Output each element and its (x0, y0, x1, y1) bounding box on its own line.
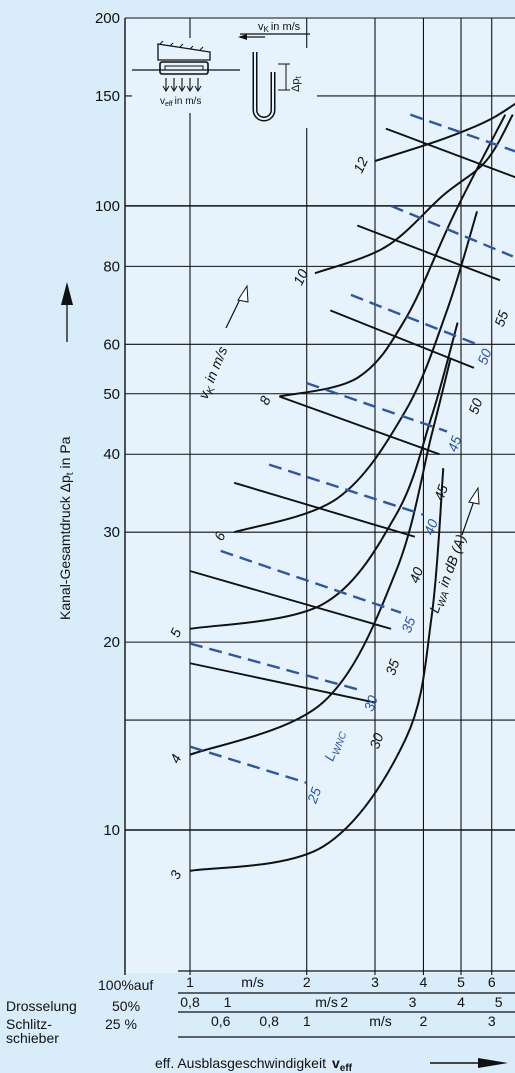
inset-vk-label: vK in m/s (258, 21, 301, 34)
vk-curve-5 (189, 322, 459, 630)
lwa-label-50: 50 (465, 396, 485, 416)
lwnc-label-35: 35 (398, 615, 418, 635)
lwnc-label-40: 40 (421, 517, 441, 537)
vk-axis-arrowhead (237, 284, 249, 303)
inset-outflow-arrowheads (162, 85, 202, 92)
lwa-label-40: 40 (406, 565, 426, 585)
scale-tick-0-2: 3 (371, 974, 379, 990)
slider-label-line1: Schlitz- (6, 1016, 52, 1032)
scale-row-label-2: 50% (112, 998, 140, 1014)
lwa-label-55: 55 (491, 308, 511, 328)
scale-tick-0-5: 6 (488, 974, 496, 990)
y-tick-labels: 10 20 30 40 50 60 80 100 150 200 (95, 10, 120, 839)
inset-hatching (159, 40, 204, 51)
vk-curve-10 (314, 114, 514, 275)
scale-tick-1-0: 0,8 (180, 994, 200, 1010)
lwnc-line-5 (350, 293, 478, 346)
scale-tick-2-1: 0,8 (259, 1013, 279, 1029)
inset-background (132, 38, 242, 113)
y-axis-title: Kanal-Gesamtdruck Δptin Pa (57, 436, 76, 620)
lwnc-label-30: 30 (361, 693, 381, 713)
lwnc-line-1 (189, 642, 364, 693)
y-tick-label: 40 (103, 446, 120, 463)
y-tick-label: 10 (103, 822, 120, 839)
scale-unit-2: m/s (369, 1013, 392, 1029)
vk-curve-8 (279, 114, 507, 398)
scale-tick-0-4: 5 (457, 974, 465, 990)
inset-flow-arrowhead (238, 34, 247, 40)
scale-tick-0-3: 4 (420, 974, 428, 990)
lwnc-line-3 (268, 463, 424, 516)
lwnc-line-0 (189, 745, 308, 784)
y-tick-label: 200 (95, 10, 120, 27)
inset-u-tube-inner (254, 52, 274, 120)
scale-unit-0: m/s (241, 974, 264, 990)
y-tick-label: 100 (95, 198, 120, 215)
inset-dp-label: Δpt (290, 76, 303, 92)
lwnc-line-4 (306, 381, 448, 433)
lwa-line-6 (385, 127, 515, 179)
vk-curve-12 (374, 102, 515, 162)
scale-unit-1: m/s (315, 994, 338, 1010)
scale-tick-1-3: 3 (409, 994, 417, 1010)
y-tick-label: 80 (103, 258, 120, 275)
scale-tick-1-1: 1 (224, 994, 232, 1010)
lwa-line-3 (279, 395, 440, 456)
lwa-label-35: 35 (382, 657, 402, 677)
y-axis-title-arrowhead (61, 282, 73, 305)
lwa-axis-arrow (461, 497, 476, 536)
inset-diffuser-top (157, 43, 211, 61)
scale-tick-1-4: 4 (457, 994, 465, 1010)
y-tick-label: 150 (95, 88, 120, 105)
x-scales: 1234568m/s0,8123456m/s0,60,81234m/s (178, 970, 515, 1038)
y-tick-label: 20 (103, 634, 120, 651)
scale-tick-1-2: 2 (340, 994, 348, 1010)
y-tick-label: 60 (103, 336, 120, 353)
lwnc-line-6 (390, 204, 514, 258)
x-axis-title: eff. Ausblasgeschwindigkeit veff (155, 1055, 353, 1073)
lwa-line-0 (189, 662, 376, 704)
lwa-line-5 (356, 224, 501, 282)
throttle-label: Drosselung (6, 998, 77, 1014)
vk-curve-3 (189, 468, 445, 872)
lwnc-label-45: 45 (444, 434, 464, 454)
scale-tick-0-0: 1 (186, 974, 194, 990)
scale-tick-1-5: 5 (495, 994, 503, 1010)
scale-tick-2-4: 3 (488, 1013, 496, 1029)
slider-label-line2: schieber (6, 1030, 59, 1046)
scale-tick-2-2: 1 (303, 1013, 311, 1029)
vk-curve-label-12: 12 (350, 154, 371, 175)
y-tick-label: 30 (103, 524, 120, 541)
lwa-line-2 (233, 481, 416, 538)
lwnc-label-25: 25 (303, 785, 324, 806)
scale-tick-2-3: 2 (420, 1013, 428, 1029)
vk-curve-6 (233, 211, 479, 534)
scale-tick-2-0: 0,6 (211, 1013, 231, 1029)
inset-slot (159, 61, 209, 75)
lwnc-line-2 (220, 549, 402, 614)
x-axis-title-arrowhead (478, 1058, 508, 1068)
lwa-label-45: 45 (431, 482, 451, 502)
inset-outflow-arrows (165, 78, 199, 90)
scale-row-label-1: 100%auf (98, 977, 153, 993)
inset-slot-inner (164, 65, 204, 71)
scale-row-label-3: 25 % (105, 1016, 137, 1032)
lwa-line-4 (329, 309, 475, 369)
lwnc-label-50: 50 (474, 346, 494, 366)
inset-veff-label: veff in m/s (160, 96, 201, 108)
y-tick-label: 50 (103, 386, 120, 403)
lwnc-line-7 (409, 113, 515, 153)
lwa-label-30: 30 (366, 731, 386, 751)
lwa-axis-arrowhead (468, 486, 480, 505)
vk-curve-label-10: 10 (290, 266, 311, 287)
vk-curve-4 (189, 358, 452, 756)
inset-diagram: vK in m/s veff in m/s Δpt (132, 21, 317, 128)
lwa-line-1 (189, 570, 392, 630)
scale-tick-0-1: 2 (303, 974, 311, 990)
